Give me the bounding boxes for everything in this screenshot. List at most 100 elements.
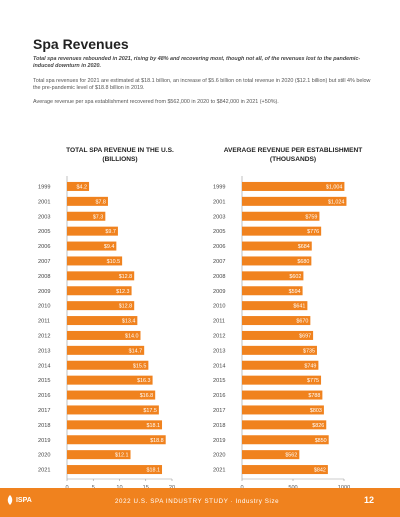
total-bar	[67, 390, 156, 400]
total-category-label: 2010	[38, 304, 50, 310]
avg-value-label: $602	[289, 274, 301, 280]
total-x-tick-label: 10	[116, 485, 122, 488]
avg-category-label: 2019	[213, 438, 225, 444]
total-category-label: 2015	[38, 378, 50, 384]
total-value-label: $17.5	[143, 408, 157, 414]
total-bar	[67, 316, 138, 326]
avg-category-label: 2021	[213, 468, 225, 474]
total-bar	[67, 181, 90, 191]
total-category-label: 2014	[38, 363, 50, 369]
avg-category-label: 2012	[213, 333, 225, 339]
total-category-label: 2008	[38, 274, 50, 280]
avg-x-tick-label: 500	[288, 485, 297, 488]
avg-category-label: 2007	[213, 259, 225, 265]
total-bar	[67, 301, 135, 311]
total-category-label: 1999	[38, 184, 50, 190]
intro-text: Total spa revenues rebounded in 2021, ri…	[33, 56, 361, 70]
avg-bar	[242, 226, 322, 236]
avg-category-label: 2015	[213, 378, 225, 384]
avg-bar	[242, 390, 323, 400]
total-value-label: $14.0	[125, 333, 139, 339]
avg-category-label: 2014	[213, 363, 225, 369]
chart-title-total-revenue: TOTAL SPA REVENUE IN THE U.S. (BILLIONS)	[66, 147, 174, 163]
total-category-label: 2019	[38, 438, 50, 444]
chart-title-avg-revenue: AVERAGE REVENUE PER ESTABLISHMENT (THOUS…	[223, 147, 363, 163]
total-category-label: 2013	[38, 348, 50, 354]
avg-bar	[242, 211, 320, 221]
total-value-label: $9.7	[105, 229, 116, 235]
avg-bar	[242, 465, 328, 475]
avg-value-label: $776	[307, 229, 319, 235]
ispa-logo: ISPA	[6, 495, 32, 505]
avg-bar	[242, 405, 324, 415]
avg-bar	[242, 301, 308, 311]
footer-text: 2022 U.S. SPA INDUSTRY STUDY · Industry …	[115, 498, 280, 505]
avg-bar	[242, 345, 317, 355]
total-value-label: $4.2	[77, 184, 88, 190]
page-number: 12	[363, 495, 374, 505]
total-bar	[67, 360, 149, 370]
avg-value-label: $775	[307, 378, 319, 384]
avg-value-label: $842	[314, 468, 326, 474]
total-bar	[67, 345, 145, 355]
total-bar	[67, 226, 118, 236]
avg-bar	[242, 360, 319, 370]
avg-category-label: 2011	[213, 319, 225, 325]
avg-bar	[242, 271, 304, 281]
avg-x-tick-label: 0	[240, 485, 243, 488]
avg-category-label: 2005	[213, 229, 225, 235]
total-category-label: 2007	[38, 259, 50, 265]
total-bar	[67, 211, 106, 221]
total-value-label: $12.1	[115, 453, 129, 459]
paragraph-avg-revenue: Average revenue per spa establishment re…	[33, 99, 279, 105]
total-category-label: 2009	[38, 289, 50, 295]
avg-value-label: $562	[285, 453, 297, 459]
footer-bar: ISPA 2022 U.S. SPA INDUSTRY STUDY · Indu…	[0, 488, 400, 517]
total-x-tick-label: 15	[143, 485, 149, 488]
total-value-label: $9.4	[104, 244, 115, 250]
total-bar	[67, 286, 132, 296]
total-value-label: $16.8	[140, 393, 154, 399]
total-bar	[67, 196, 108, 206]
avg-value-label: $680	[297, 259, 309, 265]
page-title: Spa Revenues	[33, 36, 129, 52]
avg-value-label: $1,024	[328, 199, 345, 205]
avg-bar	[242, 256, 312, 266]
avg-bar	[242, 450, 300, 460]
total-category-label: 2016	[38, 393, 50, 399]
total-category-label: 2021	[38, 468, 50, 474]
total-bar	[67, 375, 153, 385]
total-value-label: $12.8	[119, 304, 133, 310]
footer-logo-text: ISPA	[15, 496, 32, 504]
paragraph-total-revenue: Total spa revenues for 2021 are estimate…	[33, 78, 371, 92]
avg-value-label: $641	[293, 304, 305, 310]
total-value-label: $18.1	[147, 468, 161, 474]
avg-category-label: 2013	[213, 348, 225, 354]
avg-value-label: $670	[296, 319, 308, 325]
total-bar	[67, 271, 135, 281]
avg-bar	[242, 286, 303, 296]
avg-value-label: $826	[312, 423, 324, 429]
avg-category-label: 2008	[213, 274, 225, 280]
avg-value-label: $788	[308, 393, 320, 399]
avg-bar	[242, 181, 345, 191]
avg-category-label: 2018	[213, 423, 225, 429]
total-category-label: 2006	[38, 244, 50, 250]
total-value-label: $7.8	[95, 199, 106, 205]
avg-value-label: $735	[303, 348, 315, 354]
avg-value-label: $594	[289, 289, 301, 295]
avg-category-label: 2017	[213, 408, 225, 414]
avg-x-tick-label: 1000	[338, 485, 350, 488]
avg-bar	[242, 196, 347, 206]
total-category-label: 2017	[38, 408, 50, 414]
avg-bar	[242, 420, 327, 430]
avg-value-label: $749	[304, 363, 316, 369]
total-category-label: 2012	[38, 333, 50, 339]
total-value-label: $12.8	[119, 274, 133, 280]
total-value-label: $15.5	[133, 363, 147, 369]
avg-bar	[242, 330, 314, 340]
total-category-label: 2005	[38, 229, 50, 235]
total-value-label: $18.1	[147, 423, 161, 429]
avg-value-label: $759	[305, 214, 317, 220]
